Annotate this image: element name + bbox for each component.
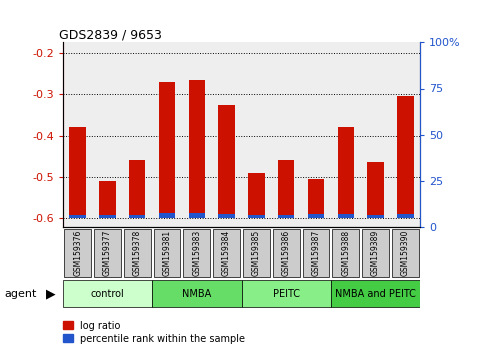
- Text: GSM159389: GSM159389: [371, 230, 380, 276]
- FancyBboxPatch shape: [302, 229, 329, 277]
- Text: GSM159384: GSM159384: [222, 230, 231, 276]
- Text: GSM159377: GSM159377: [103, 230, 112, 276]
- Bar: [368, 215, 384, 218]
- Text: GSM159390: GSM159390: [401, 230, 410, 276]
- FancyBboxPatch shape: [94, 229, 121, 277]
- Bar: [159, 213, 175, 218]
- FancyBboxPatch shape: [184, 229, 210, 277]
- Bar: [308, 214, 324, 218]
- Bar: [278, 160, 294, 218]
- Bar: [338, 214, 354, 218]
- Text: agent: agent: [5, 289, 37, 299]
- Bar: [248, 215, 265, 218]
- Bar: [397, 96, 413, 218]
- FancyBboxPatch shape: [243, 229, 270, 277]
- FancyBboxPatch shape: [63, 280, 152, 307]
- Bar: [368, 162, 384, 218]
- Text: GSM159383: GSM159383: [192, 230, 201, 276]
- FancyBboxPatch shape: [332, 229, 359, 277]
- Bar: [248, 173, 265, 218]
- Bar: [99, 181, 115, 218]
- Text: GSM159385: GSM159385: [252, 230, 261, 276]
- Bar: [278, 215, 294, 218]
- Text: control: control: [91, 289, 124, 299]
- Text: GSM159376: GSM159376: [73, 230, 82, 276]
- Bar: [129, 160, 145, 218]
- FancyBboxPatch shape: [213, 229, 240, 277]
- FancyBboxPatch shape: [152, 280, 242, 307]
- FancyBboxPatch shape: [154, 229, 181, 277]
- Text: GSM159378: GSM159378: [133, 230, 142, 276]
- Text: NMBA: NMBA: [182, 289, 212, 299]
- Text: GSM159381: GSM159381: [163, 230, 171, 276]
- Bar: [397, 214, 413, 218]
- FancyBboxPatch shape: [64, 229, 91, 277]
- FancyBboxPatch shape: [242, 280, 331, 307]
- Bar: [308, 179, 324, 218]
- Text: GDS2839 / 9653: GDS2839 / 9653: [59, 28, 162, 41]
- Text: PEITC: PEITC: [273, 289, 299, 299]
- FancyBboxPatch shape: [124, 229, 151, 277]
- Text: GSM159386: GSM159386: [282, 230, 291, 276]
- Text: GSM159387: GSM159387: [312, 230, 320, 276]
- Legend: log ratio, percentile rank within the sample: log ratio, percentile rank within the sa…: [63, 321, 245, 343]
- Bar: [189, 80, 205, 218]
- FancyBboxPatch shape: [273, 229, 299, 277]
- Bar: [159, 82, 175, 218]
- Bar: [129, 215, 145, 218]
- FancyBboxPatch shape: [392, 229, 419, 277]
- Bar: [218, 214, 235, 218]
- Bar: [99, 215, 115, 218]
- Text: GSM159388: GSM159388: [341, 230, 350, 276]
- FancyBboxPatch shape: [362, 229, 389, 277]
- Text: NMBA and PEITC: NMBA and PEITC: [335, 289, 416, 299]
- Bar: [218, 104, 235, 218]
- Bar: [189, 213, 205, 218]
- Text: ▶: ▶: [46, 287, 56, 300]
- FancyBboxPatch shape: [331, 280, 420, 307]
- Bar: [70, 127, 86, 218]
- Bar: [70, 215, 86, 218]
- Bar: [338, 127, 354, 218]
